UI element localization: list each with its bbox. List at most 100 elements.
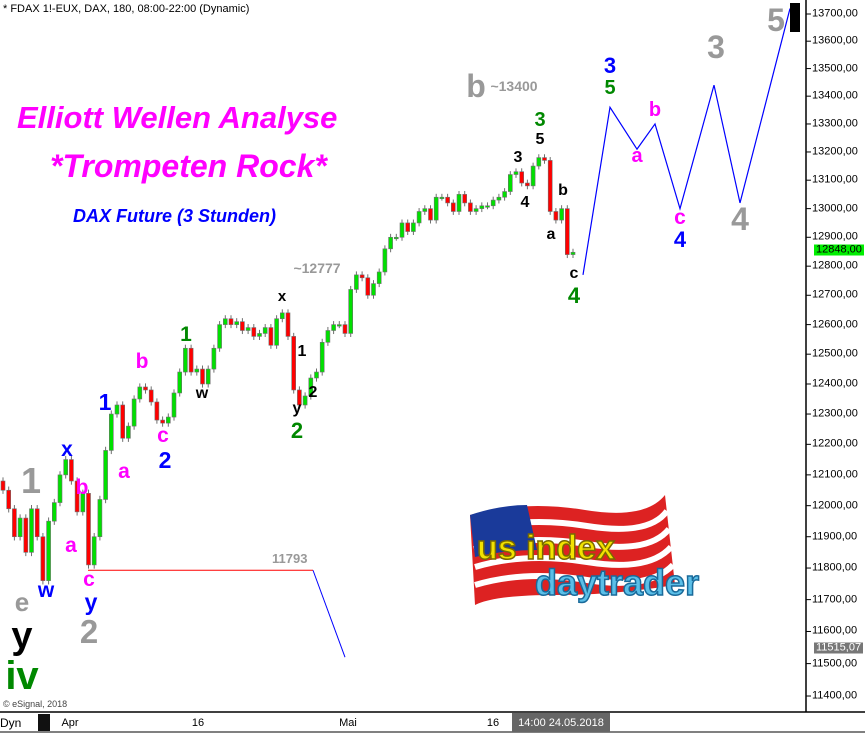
candle — [456, 190, 462, 215]
candle-body — [143, 386, 148, 391]
candle-body — [148, 389, 154, 403]
candle — [245, 324, 251, 335]
wave-label: 4 — [673, 227, 687, 252]
y-tick-label: 13000,00 — [812, 202, 858, 215]
y-tick-label: 11400,00 — [812, 689, 858, 702]
candle-body — [80, 493, 86, 513]
y-tick-label: 11600,00 — [812, 624, 858, 637]
wave-label: 3 — [707, 29, 725, 65]
wave-label: 5 — [604, 77, 616, 99]
candle-body — [485, 205, 490, 208]
wave-label: c — [83, 568, 95, 591]
wave-label: b — [558, 182, 568, 199]
wave-label: 3 — [534, 109, 546, 131]
wave-label: a — [118, 460, 130, 483]
level-projection-line[interactable] — [312, 570, 346, 658]
candle — [291, 332, 297, 394]
candle — [262, 324, 268, 337]
candle — [109, 410, 114, 455]
candle-body — [399, 222, 405, 238]
candle-body — [371, 283, 376, 296]
y-tick-label: 11800,00 — [812, 561, 858, 574]
candle-body — [137, 386, 143, 400]
candle — [365, 274, 371, 299]
y-tick-label: 12900,00 — [812, 230, 858, 243]
candle-body — [416, 211, 422, 224]
candle — [354, 271, 359, 293]
candle — [63, 455, 69, 479]
wave-label: c — [674, 206, 686, 229]
price-axis-ticks — [806, 13, 811, 697]
y-tick-label: 12200,00 — [812, 437, 858, 450]
candle — [80, 489, 86, 516]
wave-label: b — [135, 350, 149, 373]
candle — [183, 344, 188, 376]
candle — [331, 321, 336, 335]
candle-body — [34, 508, 40, 538]
svg-text:daytrader: daytrader — [535, 562, 699, 603]
candle — [450, 199, 456, 215]
wave-label: w — [195, 385, 209, 402]
candle — [103, 446, 108, 504]
y-tick-label: 12300,00 — [812, 407, 858, 420]
candle — [473, 205, 479, 215]
candle — [513, 168, 519, 178]
candle-body — [359, 274, 365, 279]
main-title: Elliott Wellen Analyse — [17, 100, 338, 135]
candle — [411, 219, 416, 235]
candle — [51, 498, 57, 525]
time-mode-label[interactable]: Dyn — [0, 716, 22, 730]
x-tick-16-mai: 16 — [486, 717, 500, 729]
candle — [502, 188, 507, 201]
candle-body — [393, 236, 399, 240]
candle-body — [513, 171, 519, 175]
wave-label: b — [75, 476, 89, 499]
candle — [422, 205, 428, 215]
copyright: © eSignal, 2018 — [3, 699, 68, 709]
lock-icon[interactable] — [38, 714, 50, 731]
candle — [120, 401, 125, 442]
candle — [525, 179, 530, 190]
candle-body — [342, 324, 348, 334]
wave-projection-line[interactable] — [582, 8, 791, 275]
candle-body — [251, 327, 257, 337]
wave-label: 2 — [290, 418, 304, 443]
candle-body — [166, 416, 171, 424]
wave-label: 3 — [603, 53, 617, 78]
candle-body — [51, 502, 57, 522]
y-tick-label: 12500,00 — [812, 347, 858, 360]
candle — [536, 154, 542, 170]
y-tick-label: 13200,00 — [812, 145, 858, 158]
y-tick-label: 12600,00 — [812, 318, 858, 331]
candle-body — [131, 398, 137, 427]
candle — [211, 344, 217, 373]
candle — [12, 505, 17, 541]
wave-label: y — [84, 589, 98, 615]
candle — [297, 386, 302, 409]
candle-body — [536, 157, 542, 167]
cursor-time-box — [512, 713, 610, 732]
x-tick-16-apr: 16 — [191, 717, 205, 729]
candle — [200, 365, 205, 388]
candle — [177, 368, 182, 397]
candle-body — [217, 324, 222, 349]
candle — [234, 318, 239, 329]
candle — [17, 514, 23, 541]
candle-body — [194, 368, 200, 373]
candle — [6, 486, 11, 513]
candle — [507, 171, 513, 195]
candle — [29, 505, 34, 557]
wave-5-bar — [790, 3, 800, 32]
candle — [251, 324, 257, 340]
candle-body — [74, 480, 80, 513]
candle — [308, 374, 314, 400]
wave-label: 4 — [520, 194, 530, 211]
candle — [416, 208, 422, 227]
candle-body — [325, 330, 331, 343]
candle-body — [46, 520, 51, 581]
candle-body — [308, 377, 314, 397]
wave-label: 2 — [79, 613, 99, 650]
wave-label: ~13400 — [490, 78, 538, 94]
candle-body — [188, 347, 194, 373]
